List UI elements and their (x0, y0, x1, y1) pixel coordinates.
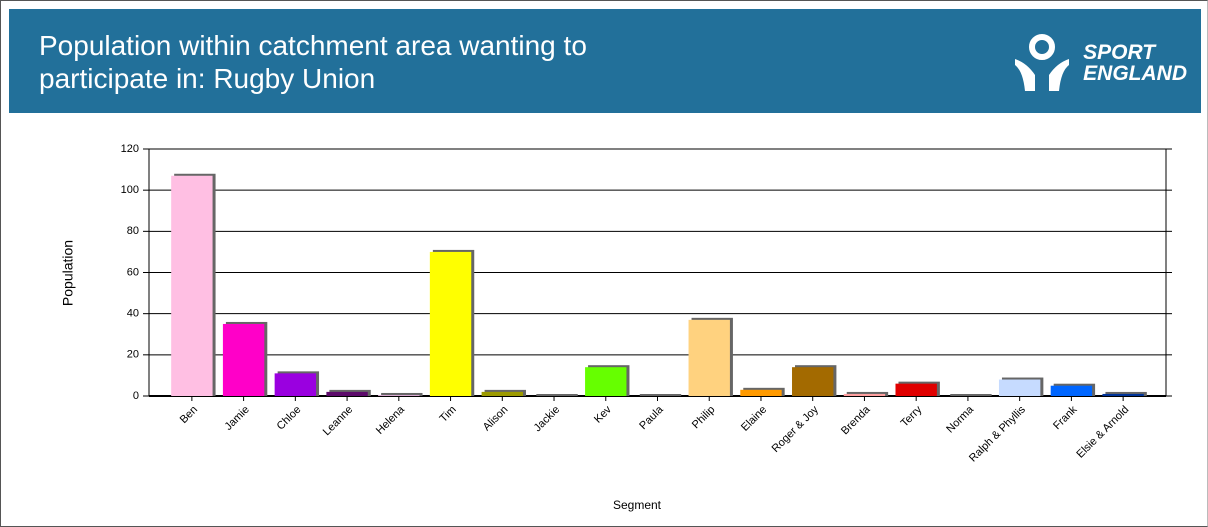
bar (895, 383, 937, 396)
x-tick-label: Kev (592, 403, 614, 425)
x-tick-label: Norma (944, 403, 976, 435)
bar (792, 367, 834, 396)
bar-shadow (950, 394, 992, 396)
bar-shadow (639, 394, 682, 396)
x-axis-label: Segment (613, 498, 662, 512)
header: Population within catchment area wanting… (9, 9, 1201, 113)
bar (171, 175, 213, 396)
x-tick-label: Roger & Joy (770, 403, 822, 455)
bar-shadow (381, 392, 423, 396)
x-tick-label: Elaine (739, 404, 769, 434)
x-tick-label: Tim (438, 404, 459, 425)
bar (222, 323, 265, 396)
y-tick-label: 120 (121, 143, 139, 155)
x-tick-label: Terry (899, 403, 925, 429)
bar (998, 379, 1041, 396)
x-tick-label: Paula (637, 403, 666, 432)
bar (429, 251, 472, 396)
y-tick-label: 60 (127, 266, 139, 278)
bar (274, 373, 317, 396)
x-tick-label: Jackie (532, 404, 563, 435)
x-tick-label: Elsie & Arnold (1074, 404, 1131, 461)
bar (1050, 385, 1093, 396)
bar (740, 389, 782, 396)
bar (326, 391, 368, 396)
bar (585, 367, 627, 396)
logo-line: SPORT (1083, 41, 1156, 64)
x-tick-label: Jamie (223, 404, 252, 433)
chart: Segment Population 0 20 40 60 80 100 120 Ben Jam… (60, 143, 1172, 512)
chart-title: Population within catchment area wanting… (39, 30, 587, 94)
bar-shadow (536, 394, 578, 396)
x-tick-label: Chloe (275, 404, 304, 433)
y-tick-label: 100 (121, 184, 139, 196)
x-tick-label: Philip (690, 404, 718, 432)
x-tick-label: Ben (178, 404, 200, 426)
bar (688, 319, 730, 396)
bar (1102, 393, 1144, 396)
logo-line: ENGLAND (1083, 62, 1187, 85)
y-tick-label: 40 (127, 308, 139, 320)
y-tick-label: 80 (127, 225, 139, 237)
x-tick-label: Frank (1051, 403, 1080, 432)
x-tick-label: Brenda (839, 403, 873, 437)
x-tick-label: Helena (374, 403, 408, 437)
y-tick-label: 0 (133, 390, 139, 402)
bar (843, 393, 886, 396)
y-axis-label: Population (60, 240, 76, 306)
bar (378, 394, 420, 396)
bar (481, 391, 523, 396)
x-tick-label: Alison (481, 404, 511, 434)
logo: SPORT ENGLAND (1011, 33, 1187, 93)
logo-icon (1015, 34, 1070, 91)
logo-text: SPORT ENGLAND (1083, 42, 1187, 84)
x-tick-label: Ralph & Phyllis (967, 403, 1028, 464)
x-tick-label: Leanne (321, 404, 355, 438)
y-tick-label: 20 (127, 349, 139, 361)
